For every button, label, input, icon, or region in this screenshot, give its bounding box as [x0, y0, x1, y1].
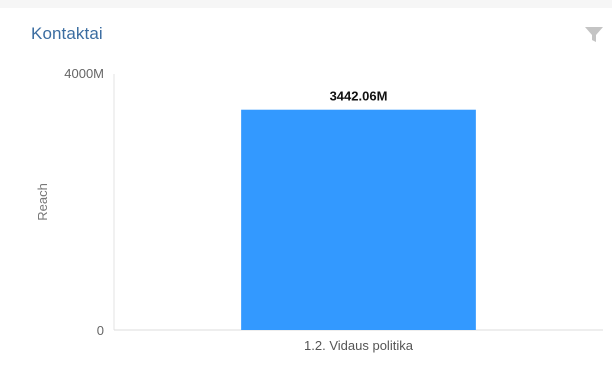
- panel-top-strip: [0, 0, 612, 8]
- y-tick-label-max: 4000M: [64, 66, 104, 81]
- filter-icon[interactable]: [585, 27, 603, 43]
- bars-group: 3442.06M 1.2. Vidaus politika: [241, 89, 476, 353]
- panel-title: Kontaktai: [31, 24, 103, 43]
- y-axis-label: Reach: [35, 183, 50, 221]
- x-tick-label: 1.2. Vidaus politika: [304, 338, 414, 353]
- y-tick-label-min: 0: [97, 323, 104, 338]
- bar[interactable]: [241, 109, 476, 330]
- bar-data-label: 3442.06M: [330, 89, 388, 104]
